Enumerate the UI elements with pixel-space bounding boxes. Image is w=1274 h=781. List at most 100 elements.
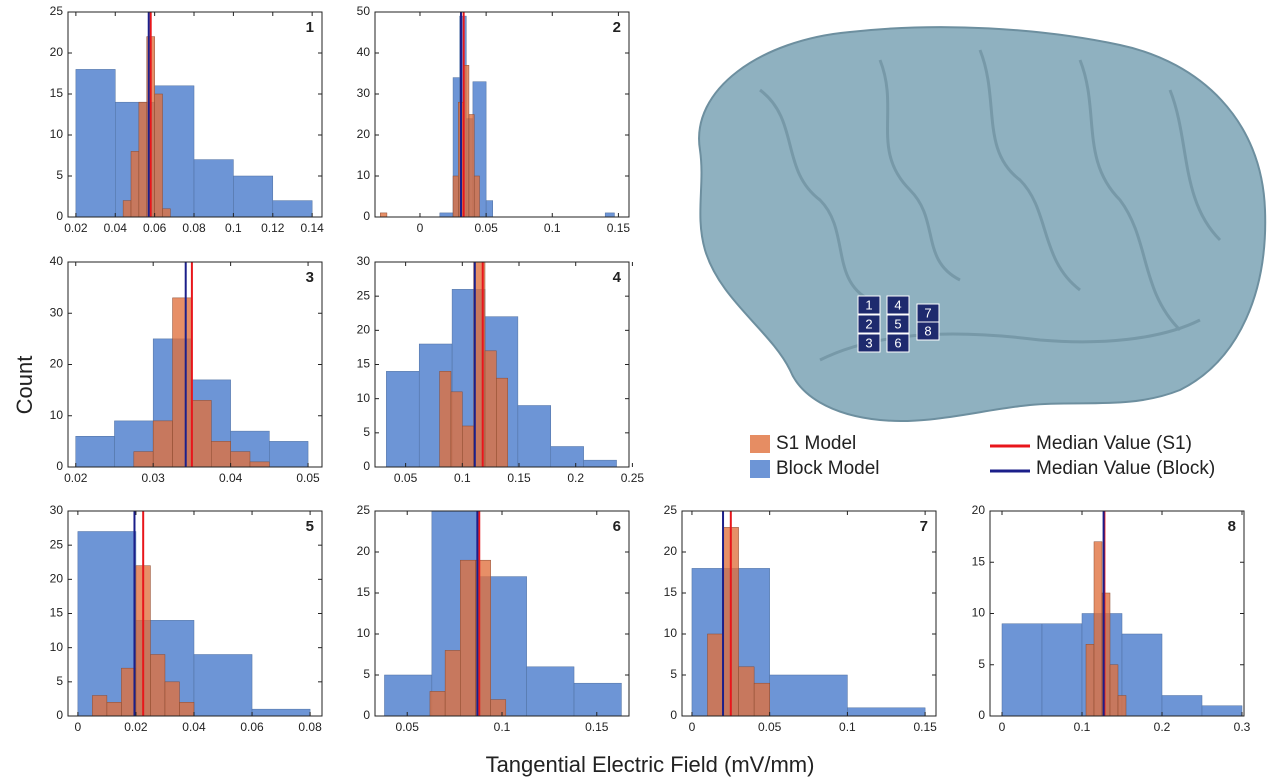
brain: 1 2 3 4 5 6 7 8 [699,27,1265,421]
figure: 1 2 3 4 5 6 7 8 Count Tangential Electri… [0,0,1274,781]
panel-title: 5 [306,518,314,535]
y-tick-label: 20 [50,45,64,59]
block-bar [551,447,584,468]
panel-title: 2 [613,19,621,36]
s1-bar [107,702,122,716]
y-tick-label: 0 [56,209,63,223]
plot-area [375,12,629,217]
s1-bar [496,378,507,467]
block-bar [1002,624,1042,716]
x-tick-label: 0.1 [454,471,471,485]
y-tick-label: 15 [972,554,986,568]
block-bar [527,667,574,716]
x-tick-label: 0.04 [182,720,206,734]
y-tick-label: 5 [363,667,370,681]
x-tick-label: 0.15 [913,720,937,734]
block-bar [770,675,848,716]
s1-bar [211,441,230,467]
s1-bar [707,634,723,716]
x-tick-label: 0 [417,221,424,235]
x-tick-label: 0.05 [394,471,418,485]
x-tick-label: 0 [999,720,1006,734]
y-tick-label: 20 [357,544,371,558]
y-axis-label: Count [12,356,37,415]
s1-bar [1086,644,1094,716]
x-tick-label: 0.1 [839,720,856,734]
electrode-label: 7 [924,305,931,320]
s1-bar [474,176,479,217]
s1-bar [460,560,475,716]
electrode-label: 4 [894,297,901,312]
s1-bar [1118,696,1126,717]
y-tick-label: 5 [56,674,63,688]
y-tick-label: 20 [50,357,64,371]
panel-title: 3 [306,269,314,286]
y-tick-label: 0 [978,708,985,722]
s1-bar [165,682,180,716]
y-tick-label: 25 [50,4,64,18]
y-tick-label: 30 [357,86,371,100]
s1-bar [485,351,496,467]
x-tick-label: 0.1 [225,221,242,235]
legend-label: Median Value (S1) [1036,433,1192,454]
x-tick-label: 0.06 [143,221,167,235]
panel-title: 4 [613,269,622,286]
x-tick-label: 0.03 [142,471,166,485]
s1-bar [134,452,153,467]
x-tick-label: 0.04 [219,471,243,485]
legend-label: Median Value (Block) [1036,458,1215,479]
y-tick-label: 0 [363,209,370,223]
x-tick-label: 0.05 [296,471,320,485]
s1-bar [173,298,192,467]
x-tick-label: 0.1 [1074,720,1091,734]
y-tick-label: 10 [50,640,64,654]
block-bar [584,460,617,467]
legend-swatch [750,435,770,453]
y-tick-label: 5 [363,425,370,439]
y-tick-label: 20 [357,323,371,337]
x-tick-label: 0.06 [240,720,264,734]
s1-bar [453,176,458,217]
s1-bar [739,667,755,716]
s1-bar [469,115,474,218]
block-bar [847,708,925,716]
legend-label: S1 Model [776,433,856,454]
y-tick-label: 30 [50,503,64,517]
s1-bar [131,151,139,217]
x-tick-label: 0.05 [758,720,782,734]
panel: 00.020.040.060.080510152025305 [50,503,322,734]
y-tick-label: 50 [357,4,371,18]
y-tick-label: 0 [363,459,370,473]
s1-bar [231,452,250,467]
s1-bar [150,655,165,717]
x-tick-label: 0.04 [104,221,128,235]
y-tick-label: 5 [670,667,677,681]
block-bar [1162,696,1202,717]
x-tick-label: 0.15 [607,221,631,235]
x-tick-label: 0.15 [585,720,609,734]
s1-bar [462,426,473,467]
y-tick-label: 10 [50,127,64,141]
panel-title: 6 [613,518,621,535]
s1-bar [139,102,147,217]
block-bar [252,709,310,716]
x-tick-label: 0.1 [544,221,561,235]
y-tick-label: 0 [56,708,63,722]
x-tick-label: 0.02 [124,720,148,734]
y-tick-label: 20 [664,544,678,558]
y-tick-label: 10 [664,626,678,640]
x-tick-label: 0.05 [474,221,498,235]
y-tick-label: 15 [357,357,371,371]
x-tick-label: 0 [689,720,696,734]
x-tick-label: 0.12 [261,221,285,235]
block-bar [76,436,115,467]
block-bar [1122,634,1162,716]
s1-bar [155,94,163,217]
y-tick-label: 30 [50,305,64,319]
block-bar [486,201,493,217]
block-bar [269,441,308,467]
panel-title: 7 [920,518,928,535]
block-bar [273,201,312,217]
